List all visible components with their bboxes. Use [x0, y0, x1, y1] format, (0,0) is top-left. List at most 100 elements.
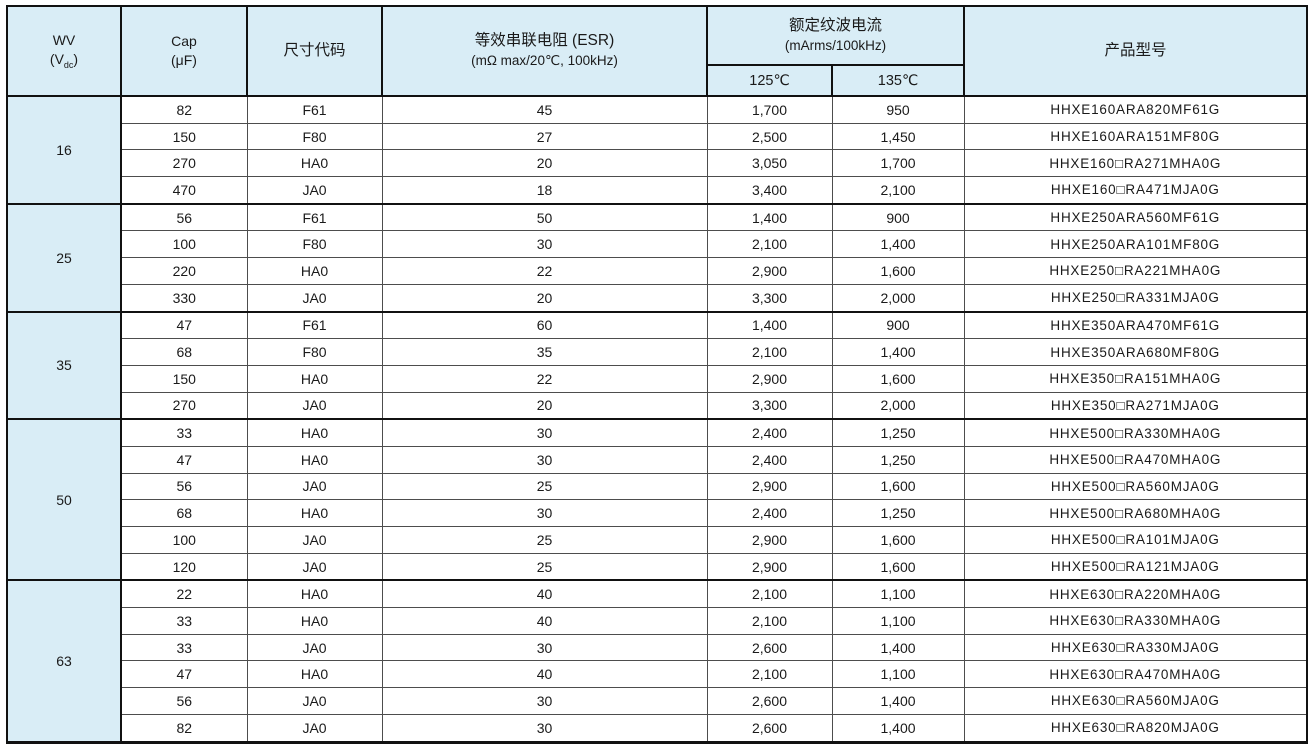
size-code-cell: F61: [246, 202, 383, 232]
ripple-125-cell: 2,900: [706, 364, 833, 393]
ripple-135-cell: 1,600: [831, 526, 965, 554]
table-row: 68 HA0 30 2,400 1,250 HHXE500□RA680MHA0G: [7, 499, 1308, 527]
esr-cell: 50: [381, 202, 708, 232]
cap-cell: 47: [120, 445, 248, 474]
table-row: 270 JA0 20 3,300 2,000 HHXE350□RA271MJA0G: [7, 391, 1308, 420]
ripple-135-cell: 2,100: [831, 176, 965, 205]
ripple-125-cell: 2,100: [706, 579, 833, 609]
esr-cell: 18: [381, 176, 708, 205]
table-row: 56 JA0 25 2,900 1,600 HHXE500□RA560MJA0G: [7, 472, 1308, 501]
ripple-125-cell: 2,100: [706, 338, 833, 366]
part-number-cell: HHXE500□RA101MJA0G: [963, 526, 1308, 554]
ripple-135-cell: 1,400: [831, 713, 965, 743]
esr-cell: 40: [381, 607, 708, 635]
size-code-cell: JA0: [246, 552, 383, 581]
table-row: 100 JA0 25 2,900 1,600 HHXE500□RA101MJA0G: [7, 526, 1308, 554]
wv-group-cell: 50: [6, 418, 122, 582]
part-number-cell: HHXE250□RA331MJA0G: [963, 283, 1308, 313]
part-number-cell: HHXE350□RA151MHA0G: [963, 364, 1308, 393]
part-number-cell: HHXE500□RA560MJA0G: [963, 472, 1308, 501]
cap-cell: 150: [120, 122, 248, 151]
ripple-125-cell: 2,900: [706, 257, 833, 285]
ripple-135-cell: 1,250: [831, 499, 965, 527]
ripple-135-cell: 1,100: [831, 607, 965, 635]
esr-cell: 30: [381, 230, 708, 259]
esr-cell: 35: [381, 338, 708, 366]
part-number-cell: HHXE630□RA330MHA0G: [963, 607, 1308, 635]
part-number-cell: HHXE350ARA680MF80G: [963, 338, 1308, 366]
ripple-125-cell: 2,100: [706, 230, 833, 259]
header-row-2: 125℃ 135℃: [7, 64, 1307, 97]
ripple-125-cell: 3,400: [706, 176, 833, 205]
ripple-125-cell: 2,400: [706, 499, 833, 527]
size-code-cell: JA0: [246, 526, 383, 554]
esr-cell: 20: [381, 283, 708, 313]
ripple-conditions: (mArms/100kHz): [784, 37, 887, 53]
capacitor-spec-table: WV (Vdc) Cap (μF) 尺寸代码 等效串联电阻 (ESR) (mΩ …: [6, 5, 1309, 744]
part-number-cell: HHXE500□RA470MHA0G: [963, 445, 1308, 474]
size-code-cell: HA0: [246, 579, 383, 609]
size-code-cell: F61: [246, 94, 383, 124]
ripple-135-cell: 1,400: [831, 687, 965, 715]
ripple-125-cell: 2,400: [706, 418, 833, 447]
ripple-125-cell: 2,600: [706, 687, 833, 715]
cap-cell: 330: [120, 283, 248, 313]
esr-cell: 25: [381, 552, 708, 581]
table-row: 63 22 HA0 40 2,100 1,100 HHXE630□RA220MHA0G: [6, 579, 1308, 743]
table-row: 120 JA0 25 2,900 1,600 HHXE500□RA121MJA0G: [7, 552, 1308, 581]
cap-cell: 220: [120, 257, 248, 285]
esr-cell: 30: [381, 687, 708, 715]
ripple-135-cell: 1,400: [831, 230, 965, 259]
cap-cell: 56: [120, 687, 248, 715]
ripple-135-cell: 1,600: [831, 364, 965, 393]
table-row: 68 F80 35 2,100 1,400 HHXE350ARA680MF80G: [7, 338, 1308, 366]
esr-cell: 30: [381, 445, 708, 474]
ripple-135-cell: 950: [831, 94, 965, 124]
col-header-ripple-current: 额定纹波电流 (mArms/100kHz): [705, 5, 966, 66]
cap-cell: 22: [120, 579, 248, 609]
table-row: 16 82 F61 45 1,700 950 HHXE160ARA820MF61G: [6, 94, 1308, 205]
size-code-cell: HA0: [246, 418, 383, 447]
esr-cell: 22: [381, 364, 708, 393]
cap-label: Cap: [171, 33, 197, 50]
table-row: 330 JA0 20 3,300 2,000 HHXE250□RA331MJA0G: [7, 283, 1308, 313]
ripple-125-cell: 2,100: [706, 607, 833, 635]
part-number-label: 产品型号: [1104, 41, 1167, 59]
cap-cell: 150: [120, 364, 248, 393]
esr-cell: 30: [381, 418, 708, 447]
ripple-125-cell: 2,900: [706, 552, 833, 581]
cap-unit: (μF): [171, 52, 197, 68]
ripple-125-cell: 1,400: [706, 310, 833, 340]
table-row: 220 HA0 22 2,900 1,600 HHXE250□RA221MHA0G: [7, 257, 1308, 285]
ripple-135-cell: 2,000: [831, 283, 965, 313]
col-header-wv: WV (Vdc): [6, 5, 122, 97]
esr-conditions: (mΩ max/20℃, 100kHz): [471, 53, 618, 69]
size-code-cell: HA0: [246, 149, 383, 178]
part-number-cell: HHXE160ARA151MF80G: [963, 122, 1308, 151]
cap-cell: 82: [120, 713, 248, 743]
size-code-cell: JA0: [246, 391, 383, 420]
part-number-cell: HHXE160□RA471MJA0G: [963, 176, 1308, 205]
table-row: 33 HA0 40 2,100 1,100 HHXE630□RA330MHA0G: [7, 607, 1308, 635]
col-header-part-number: 产品型号: [963, 5, 1309, 97]
ripple-135-cell: 900: [831, 310, 965, 340]
ripple-125-cell: 3,050: [706, 149, 833, 178]
ripple-135-cell: 1,450: [831, 122, 965, 151]
table-row: 35 47 F61 60 1,400 900 HHXE350ARA470MF61G: [6, 310, 1308, 421]
table-row: 47 HA0 30 2,400 1,250 HHXE500□RA470MHA0G: [7, 445, 1308, 474]
size-code-cell: F61: [246, 310, 383, 340]
part-number-cell: HHXE630□RA470MHA0G: [963, 660, 1308, 689]
size-code-cell: JA0: [246, 472, 383, 501]
part-number-cell: HHXE250ARA560MF61G: [963, 202, 1308, 232]
col-header-temp-135: 135℃: [830, 64, 966, 97]
table-row: 270 HA0 20 3,050 1,700 HHXE160□RA271MHA0G: [7, 149, 1308, 178]
cap-cell: 270: [120, 149, 248, 178]
wv-label: WV: [52, 32, 76, 49]
ripple-135-cell: 1,600: [831, 472, 965, 501]
size-code-cell: F80: [246, 122, 383, 151]
ripple-135-cell: 1,600: [831, 257, 965, 285]
ripple-135-cell: 900: [831, 202, 965, 232]
size-code-cell: JA0: [246, 283, 383, 313]
ripple-125-cell: 3,300: [706, 391, 833, 420]
